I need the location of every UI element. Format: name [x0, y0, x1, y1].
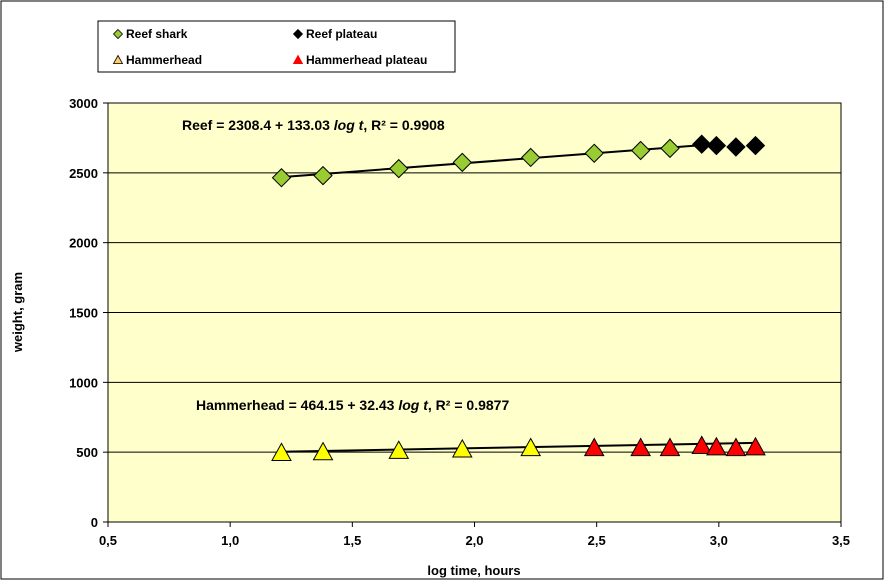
x-tick-label: 0,5 [99, 533, 117, 548]
point-reef-shark [584, 143, 604, 163]
x-tick-label: 3,5 [832, 533, 850, 548]
legend-label-hammerhead-plateau: Hammerhead plateau [306, 53, 427, 67]
y-tick-label: 2000 [69, 236, 98, 251]
data-points [271, 134, 766, 461]
legend-item-reef-shark: Reef shark [112, 27, 188, 41]
legend-item-hammerhead-plateau: Hammerhead plateau [292, 53, 427, 67]
point-hammerhead [271, 442, 292, 461]
legend-marker-hammerhead [112, 54, 124, 64]
point-hammerhead-plateau [691, 435, 713, 454]
point-reef-shark [389, 158, 409, 179]
legend-marker-reef-shark [112, 28, 124, 40]
point-hammerhead-plateau [630, 437, 651, 457]
point-reef-plateau [745, 135, 766, 156]
legend-items: Reef shark Reef plateau Hammerhead Hamme… [112, 27, 427, 67]
y-tick-label: 500 [76, 445, 98, 460]
legend: Reef shark Reef plateau Hammerhead Hamme… [97, 20, 456, 73]
y-tick-label: 1000 [69, 375, 98, 390]
legend-marker-reef-plateau [292, 28, 304, 40]
point-hammerhead-plateau [706, 436, 727, 456]
point-hammerhead [451, 438, 473, 458]
y-tick-label: 2500 [69, 166, 98, 181]
point-hammerhead-plateau [583, 437, 605, 457]
y-tick-label: 0 [91, 515, 98, 530]
legend-item-reef-plateau: Reef plateau [292, 27, 377, 41]
legend-label-hammerhead: Hammerhead [126, 53, 202, 67]
x-tick-label: 1,0 [221, 533, 239, 548]
legend-marker-hammerhead-plateau [292, 54, 304, 64]
legend-label-reef-shark: Reef shark [126, 27, 188, 41]
point-reef-plateau [706, 135, 727, 156]
point-reef-shark [271, 168, 292, 188]
point-reef-plateau [726, 137, 746, 157]
point-reef-shark [313, 165, 333, 186]
y-axis-title: weight, gram [10, 272, 25, 353]
legend-label-reef-plateau: Reef plateau [306, 27, 377, 41]
point-reef-shark [520, 147, 541, 168]
y-tick-label: 3000 [69, 96, 98, 111]
y-tick-label: 1500 [69, 306, 98, 321]
x-tick-label: 1,5 [343, 533, 361, 548]
point-reef-plateau [692, 134, 712, 154]
point-hammerhead-plateau [745, 436, 766, 456]
point-reef-shark [452, 152, 472, 173]
reef-equation-main: Reef = 2308.4 + 133.03 [182, 117, 334, 133]
trendline-hammerhead [281, 441, 756, 453]
point-reef-shark [660, 138, 680, 159]
grid-lines [108, 172, 841, 453]
point-hammerhead [388, 440, 410, 459]
x-tick-label: 2,5 [588, 533, 606, 548]
legend-box [97, 20, 456, 73]
axes: 0 500 1000 1500 2000 2500 3000 0,5 1,0 1,5 2,0 2,5 3… [69, 96, 850, 548]
x-tick-label: 2,0 [465, 533, 483, 548]
point-hammerhead [312, 441, 334, 461]
legend-item-hammerhead: Hammerhead [112, 53, 202, 67]
hammerhead-equation-log: log t [398, 397, 429, 413]
point-hammerhead [520, 437, 542, 457]
hammerhead-equation-r2: , R² = 0.9877 [428, 397, 510, 413]
point-hammerhead-plateau [659, 437, 681, 457]
hammerhead-equation-main: Hammerhead = 464.15 + 32.43 [196, 397, 398, 413]
x-tick-label: 3,0 [710, 533, 728, 548]
point-reef-shark [630, 140, 651, 161]
point-hammerhead-plateau [725, 437, 747, 457]
hammerhead-equation: Hammerhead = 464.15 + 32.43 log t, R² = … [196, 397, 509, 413]
reef-equation-log: log t [334, 117, 365, 133]
x-axis-title: log time, hours [427, 563, 520, 578]
reef-equation-r2: , R² = 0.9908 [363, 117, 445, 133]
reef-equation: Reef = 2308.4 + 133.03 log t, R² = 0.990… [182, 117, 445, 133]
